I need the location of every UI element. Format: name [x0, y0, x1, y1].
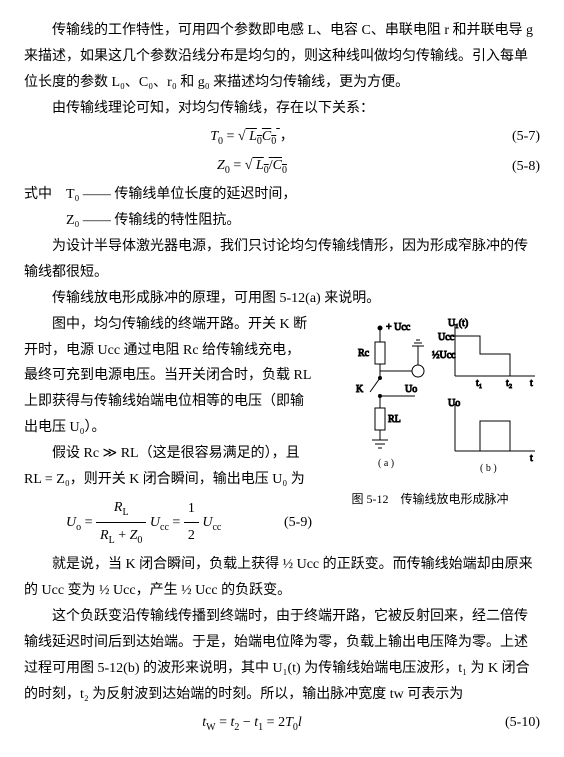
- eq510-expr: tW = t2 − t1 = 2T0l: [24, 710, 480, 737]
- fig-label-a: ( a ): [378, 458, 394, 469]
- eq57-num: (5-7): [480, 124, 540, 150]
- eq59-expr: Uo = RL RL + Z0 Ucc = 1 2 Ucc: [24, 495, 252, 551]
- figure-caption: 图 5-12 传输线放电形成脉冲: [320, 488, 540, 510]
- fig-label-b: ( b ): [480, 463, 497, 474]
- figure-svg: + Ucc Rc K Uo: [320, 316, 540, 476]
- paragraph-3: 为设计半导体激光器电源，我们只讨论均匀传输线情形，因为形成窄脉冲的传输线都很短。: [24, 234, 540, 286]
- svg-text:Rc: Rc: [358, 348, 370, 359]
- svg-text:+ Ucc: + Ucc: [386, 322, 411, 333]
- svg-text:t₂: t₂: [506, 378, 512, 389]
- svg-text:½Ucc: ½Ucc: [432, 350, 456, 361]
- svg-text:t₁: t₁: [476, 378, 482, 389]
- paragraph-4: 传输线放电形成脉冲的原理，可用图 5-12(a) 来说明。: [24, 286, 540, 312]
- eq59-num: (5-9): [252, 510, 312, 536]
- eq58-expr: Z0 = √ L0/C0: [24, 153, 480, 180]
- svg-text:Ucc: Ucc: [438, 332, 455, 343]
- figure-5-12: + Ucc Rc K Uo: [320, 316, 540, 510]
- paragraph-2: 由传输线理论可知，对均匀传输线，存在以下关系：: [24, 96, 540, 122]
- defs-z0: Z₀ —— 传输线的特性阻抗。: [66, 208, 540, 234]
- equation-5-9: Uo = RL RL + Z0 Ucc = 1 2 Ucc (5-9): [24, 495, 312, 551]
- svg-text:t: t: [530, 378, 533, 389]
- eq510-num: (5-10): [480, 710, 540, 736]
- equation-5-8: Z0 = √ L0/C0 (5-8): [24, 153, 540, 180]
- equation-5-7: T0 = √ L0C0 ， (5-7): [24, 124, 540, 151]
- paragraph-8: 这个负跃变沿传输线传播到终端时，由于终端开路，它被反射回来，经二倍传输线延迟时间…: [24, 604, 540, 708]
- svg-text:RL: RL: [388, 414, 401, 425]
- equation-5-10: tW = t2 − t1 = 2T0l (5-10): [24, 710, 540, 737]
- defs-t0: 式中 T₀ —— 传输线单位长度的延迟时间，: [24, 182, 540, 208]
- svg-text:Uo: Uo: [448, 398, 460, 409]
- svg-text:t: t: [530, 453, 533, 464]
- svg-text:K: K: [356, 384, 364, 395]
- eq58-num: (5-8): [480, 154, 540, 180]
- eq57-expr: T0 = √ L0C0 ，: [24, 124, 480, 151]
- paragraph-1: 传输线的工作特性，可用四个参数即电感 L、电容 C、串联电阻 r 和并联电导 g…: [24, 18, 540, 96]
- paragraph-7: 就是说，当 K 闭合瞬间，负载上获得 ½ Ucc 的正跃变。而传输线始端却由原来…: [24, 552, 540, 604]
- svg-text:Uo: Uo: [405, 384, 417, 395]
- svg-text:U₁(t): U₁(t): [448, 318, 468, 329]
